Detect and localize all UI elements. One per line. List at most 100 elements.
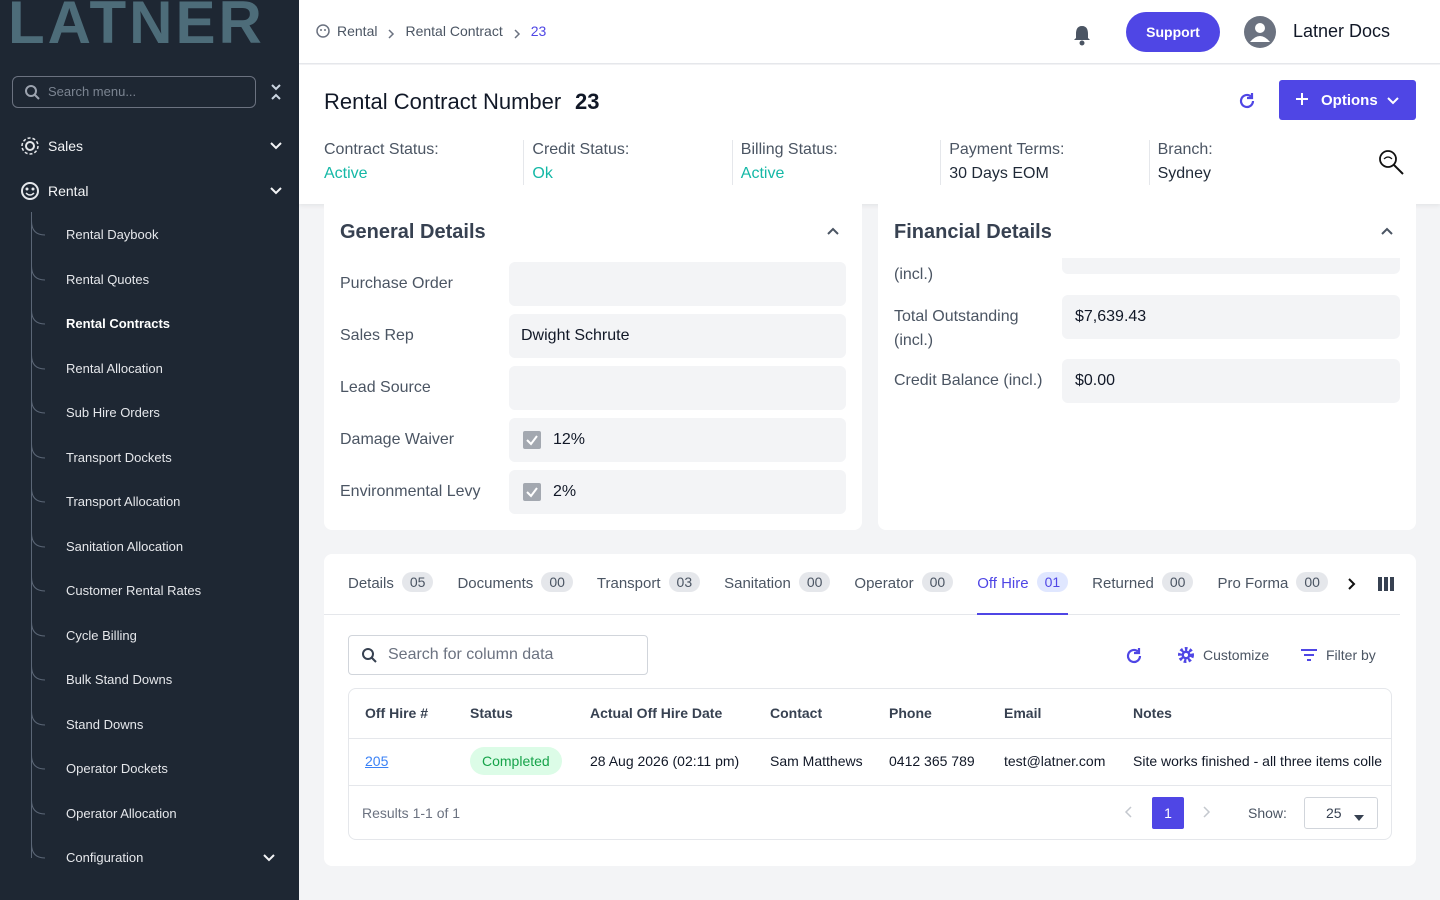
field-input[interactable]: $0.00 [1062, 359, 1400, 403]
collapse-icon[interactable] [268, 83, 284, 101]
per-page-value: 25 [1326, 805, 1342, 821]
tab[interactable]: Details 05 [348, 572, 434, 615]
field-input[interactable]: $7,639.43 [1062, 295, 1400, 339]
next-page-svg [1203, 806, 1211, 818]
breadcrumb-item[interactable]: Rental Contract [405, 23, 503, 39]
submenu-item[interactable]: Transport Allocation [66, 494, 181, 509]
menu-item[interactable]: Sales [0, 132, 299, 160]
gear-icon[interactable] [1177, 646, 1195, 664]
filter-label[interactable]: Filter by [1326, 647, 1376, 663]
tab[interactable]: Returned 00 [1092, 572, 1194, 615]
status-value: 30 Days EOM [949, 165, 1049, 182]
status-label: Branch: [1157, 141, 1213, 158]
field-label: Environmental Levy [340, 483, 481, 500]
bell-icon-svg [1074, 26, 1090, 46]
avatar[interactable] [1244, 16, 1276, 48]
table-search[interactable]: Search for column data [348, 635, 648, 675]
submenu-item[interactable]: Transport Dockets [66, 449, 172, 465]
column-header: Notes [1133, 705, 1172, 721]
submenu-item[interactable]: Rental Daybook [66, 227, 159, 242]
customize-label[interactable]: Customize [1203, 647, 1270, 663]
bell-icon[interactable] [1072, 24, 1092, 46]
support-button[interactable]: Support [1126, 12, 1220, 52]
prev-page[interactable] [1123, 805, 1135, 819]
submenu-item[interactable]: Rental Contracts [66, 316, 171, 331]
next-page[interactable] [1200, 805, 1212, 819]
breadcrumb-item[interactable]: Rental [337, 23, 378, 39]
select-caret [1353, 809, 1365, 821]
field-label: Damage Waiver [340, 431, 455, 448]
tree-branch-svg [31, 843, 46, 859]
search-icon-svg [362, 648, 377, 663]
tree-branch [31, 309, 47, 325]
field-label: Sales Rep [340, 327, 414, 344]
tab-label: Returned [1092, 575, 1154, 592]
cell: 28 Aug 2026 (02:11 pm) [590, 753, 740, 769]
tab[interactable]: Pro Forma 00 [1217, 572, 1328, 615]
results-text: Results 1-1 of 1 [362, 805, 461, 821]
status-separator [940, 140, 942, 185]
submenu-item[interactable]: Rental Quotes [66, 271, 150, 287]
submenu-item[interactable]: Rental Allocation [66, 360, 163, 376]
page-button[interactable]: 1 [1152, 797, 1184, 829]
tab[interactable]: Operator 00 [854, 572, 954, 615]
filter-icon[interactable] [1300, 648, 1318, 662]
plus-icon [1295, 92, 1309, 106]
options-button[interactable]: Options [1279, 80, 1416, 120]
options-chevron-svg [1387, 97, 1399, 105]
tab[interactable]: Off Hire 01 [977, 572, 1069, 615]
submenu-item[interactable]: Sub Hire Orders [66, 405, 160, 420]
submenu-item[interactable]: Cycle Billing [66, 627, 137, 643]
zoom-icon-svg [1379, 150, 1404, 175]
column-header: Email [1004, 705, 1042, 721]
submenu-item[interactable]: Bulk Stand Downs [66, 672, 173, 687]
tabs-next[interactable] [1344, 576, 1360, 592]
collapse-chevron[interactable] [1379, 224, 1395, 240]
menu-label: Rental [48, 183, 89, 199]
columns-icon[interactable] [1378, 577, 1394, 591]
field-input[interactable]: 12% [509, 418, 846, 462]
show-label: Show: [1248, 805, 1287, 821]
tab[interactable]: Sanitation 00 [724, 572, 831, 615]
field-input[interactable]: Dwight Schrute [509, 314, 846, 358]
field-input[interactable]: 2% [509, 470, 846, 514]
menu-chevron [268, 138, 284, 154]
submenu-item[interactable]: Stand Downs [66, 716, 144, 732]
tabs-card: Details 05 Documents 00 Transport 03 Sanitatio… [324, 554, 1416, 866]
field-input[interactable] [509, 366, 846, 410]
submenu-item[interactable]: Customer Rental Rates [66, 583, 202, 598]
collapse-chevron[interactable] [825, 224, 841, 240]
tab-count: 00 [921, 572, 954, 592]
status-label: Billing Status: [740, 141, 838, 158]
submenu-item[interactable]: Configuration [66, 850, 144, 865]
search-icon [24, 84, 40, 100]
field-input[interactable] [509, 262, 846, 306]
menu-search[interactable]: Search menu... [12, 76, 256, 108]
submenu-item[interactable]: Operator Allocation [66, 805, 177, 821]
menu-item[interactable]: Rental [0, 177, 299, 205]
tree-branch [31, 621, 47, 637]
per-page-select[interactable]: 25 [1304, 797, 1378, 829]
tab[interactable]: Documents 00 [457, 572, 573, 615]
tree-branch [31, 843, 47, 859]
table-refresh[interactable] [1125, 647, 1143, 665]
cell[interactable]: 205 [365, 753, 389, 769]
refresh-icon[interactable] [1238, 92, 1256, 110]
tab[interactable]: Transport 03 [597, 572, 701, 615]
tree-branch-svg [31, 265, 46, 280]
zoom-icon[interactable] [1377, 148, 1405, 176]
sidebar: LATNER Search menu... Sales Rental Rental Da… [0, 0, 299, 900]
breadcrumb-item[interactable]: 23 [530, 23, 547, 39]
submenu-item[interactable]: Sanitation Allocation [66, 538, 184, 554]
title-band [878, 204, 1416, 258]
tree-branch [31, 265, 47, 281]
checkbox[interactable] [523, 431, 541, 449]
tree-branch-svg [31, 487, 46, 503]
user-name[interactable]: Latner Docs [1293, 21, 1391, 41]
page-number: 1 [1164, 805, 1172, 821]
field-label: Credit Balance (incl.) [894, 372, 1043, 389]
tab-count: 01 [1036, 572, 1069, 592]
submenu-item[interactable]: Operator Dockets [66, 761, 168, 776]
checkbox[interactable] [523, 483, 541, 501]
